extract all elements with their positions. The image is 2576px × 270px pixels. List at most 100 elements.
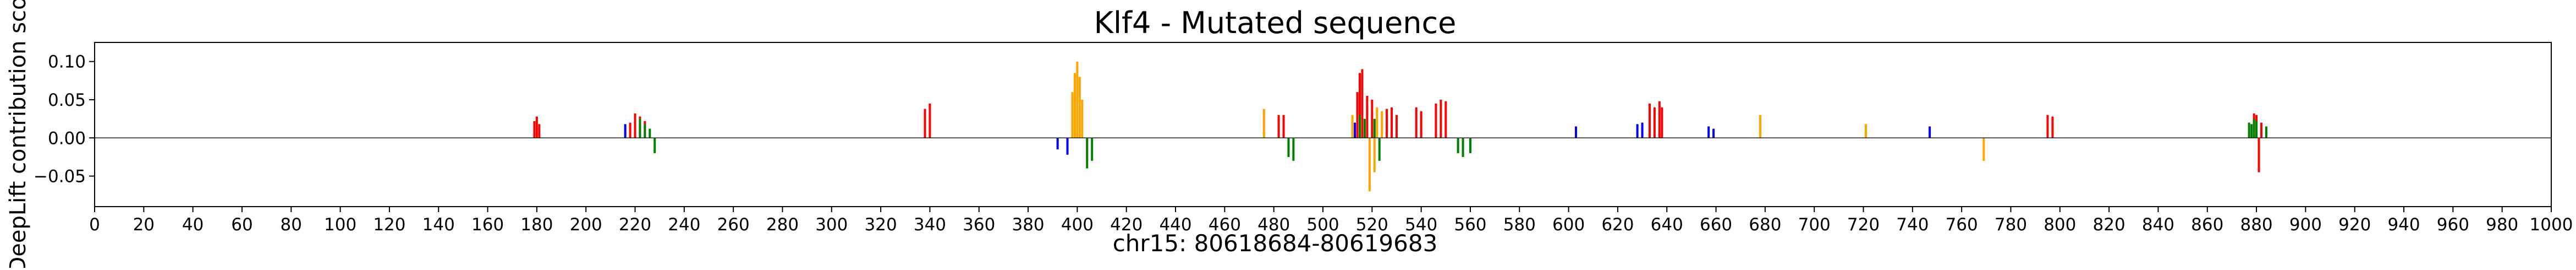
bar-C-747 — [1929, 126, 1931, 138]
x-tick-label-180: 180 — [520, 215, 553, 235]
bar-A-555 — [1457, 138, 1459, 153]
x-tick-label-20: 20 — [133, 215, 155, 235]
bar-A-523 — [1378, 138, 1381, 161]
x-tick-label-420: 420 — [1110, 215, 1143, 235]
plot-frame — [94, 42, 2552, 207]
y-tick-label-2: 0.05 — [48, 90, 86, 110]
x-tick-label-880: 880 — [2240, 215, 2272, 235]
bar-A-406 — [1091, 138, 1094, 161]
x-tick-label-200: 200 — [570, 215, 602, 235]
y-tick-label-1: 0.00 — [48, 128, 86, 148]
x-tick-label-140: 140 — [422, 215, 455, 235]
bar-T-179 — [533, 121, 536, 138]
bar-T-220 — [634, 113, 636, 138]
x-tick-label-0: 0 — [89, 215, 100, 235]
contribution-bars — [533, 61, 2267, 192]
bar-A-486 — [1287, 138, 1290, 157]
x-tick-label-300: 300 — [815, 215, 848, 235]
x-tick-label-400: 400 — [1061, 215, 1094, 235]
bar-T-338 — [924, 109, 926, 138]
bar-C-513 — [1354, 122, 1356, 138]
bar-T-546 — [1435, 103, 1437, 138]
bar-A-557 — [1462, 138, 1464, 157]
bar-T-518 — [1366, 96, 1369, 138]
bar-G-476 — [1262, 109, 1265, 138]
x-tick-label-80: 80 — [281, 215, 302, 235]
bar-A-880 — [2255, 121, 2258, 138]
x-tick-label-700: 700 — [1798, 215, 1831, 235]
x-axis-ticks: 0 20 40 60 80 100 120 140 160 180 200 220 240 260 280 3… — [89, 207, 2573, 235]
x-tick-label-340: 340 — [914, 215, 946, 235]
bar-C-216 — [624, 124, 627, 138]
bar-A-515 — [1358, 115, 1361, 138]
x-tick-label-220: 220 — [619, 215, 651, 235]
bar-A-228 — [653, 138, 656, 153]
y-axis-ticks: −0.05 0.00 0.05 0.10 — [34, 52, 95, 187]
bar-G-400 — [1076, 61, 1079, 138]
bar-T-514 — [1356, 92, 1359, 138]
bar-G-399 — [1073, 73, 1076, 138]
x-tick-label-560: 560 — [1454, 215, 1486, 235]
bar-T-638 — [1661, 107, 1663, 138]
bar-T-633 — [1648, 103, 1651, 138]
bar-C-657 — [1707, 126, 1710, 138]
bar-C-628 — [1636, 124, 1639, 138]
bar-T-526 — [1386, 109, 1388, 138]
bar-T-882 — [2260, 122, 2263, 138]
bar-T-881 — [2258, 138, 2260, 172]
bar-A-521 — [1373, 118, 1376, 138]
bar-T-550 — [1444, 101, 1447, 138]
bar-T-181 — [538, 124, 541, 138]
bar-A-404 — [1086, 138, 1089, 169]
x-tick-label-620: 620 — [1601, 215, 1634, 235]
x-tick-label-680: 680 — [1749, 215, 1781, 235]
x-tick-label-540: 540 — [1405, 215, 1437, 235]
x-tick-label-780: 780 — [1995, 215, 2027, 235]
bar-G-522 — [1376, 107, 1378, 138]
bar-G-678 — [1759, 115, 1761, 138]
x-tick-label-580: 580 — [1503, 215, 1536, 235]
x-tick-label-240: 240 — [668, 215, 700, 235]
x-tick-label-500: 500 — [1306, 215, 1339, 235]
bar-A-877 — [2248, 122, 2250, 138]
bar-G-524 — [1381, 111, 1383, 138]
bar-G-721 — [1864, 124, 1867, 138]
x-axis-label: chr15: 80618684-80619683 — [1113, 230, 1438, 257]
bar-A-517 — [1363, 118, 1366, 138]
bar-A-560 — [1469, 138, 1471, 153]
x-tick-label-120: 120 — [373, 215, 405, 235]
x-tick-label-720: 720 — [1847, 215, 1880, 235]
x-tick-label-760: 760 — [1946, 215, 1978, 235]
bar-T-484 — [1282, 115, 1285, 138]
bar-T-515 — [1358, 73, 1361, 138]
bar-A-879 — [2253, 118, 2255, 138]
bar-A-884 — [2265, 126, 2267, 138]
x-tick-label-1000: 1000 — [2530, 215, 2573, 235]
x-tick-label-600: 600 — [1552, 215, 1585, 235]
bar-A-488 — [1292, 138, 1295, 161]
bar-A-222 — [639, 118, 641, 138]
x-tick-label-440: 440 — [1159, 215, 1191, 235]
bar-A-878 — [2250, 124, 2253, 138]
x-tick-label-860: 860 — [2191, 215, 2223, 235]
x-tick-label-660: 660 — [1700, 215, 1732, 235]
x-tick-label-520: 520 — [1356, 215, 1388, 235]
bar-C-392 — [1056, 138, 1059, 150]
bar-G-402 — [1081, 99, 1084, 138]
bar-C-603 — [1574, 126, 1578, 138]
x-tick-label-260: 260 — [717, 215, 750, 235]
bar-T-218 — [629, 122, 631, 138]
bar-G-512 — [1351, 115, 1354, 138]
bar-A-224 — [644, 124, 646, 138]
bar-G-401 — [1078, 77, 1081, 138]
x-tick-label-360: 360 — [963, 215, 995, 235]
x-tick-label-380: 380 — [1012, 215, 1044, 235]
x-tick-label-940: 940 — [2387, 215, 2420, 235]
bar-T-340 — [929, 103, 931, 138]
bar-T-482 — [1277, 115, 1280, 138]
bar-A-226 — [649, 128, 651, 138]
y-axis-label: DeepLift contribution sco — [6, 0, 31, 268]
x-tick-label-160: 160 — [471, 215, 504, 235]
